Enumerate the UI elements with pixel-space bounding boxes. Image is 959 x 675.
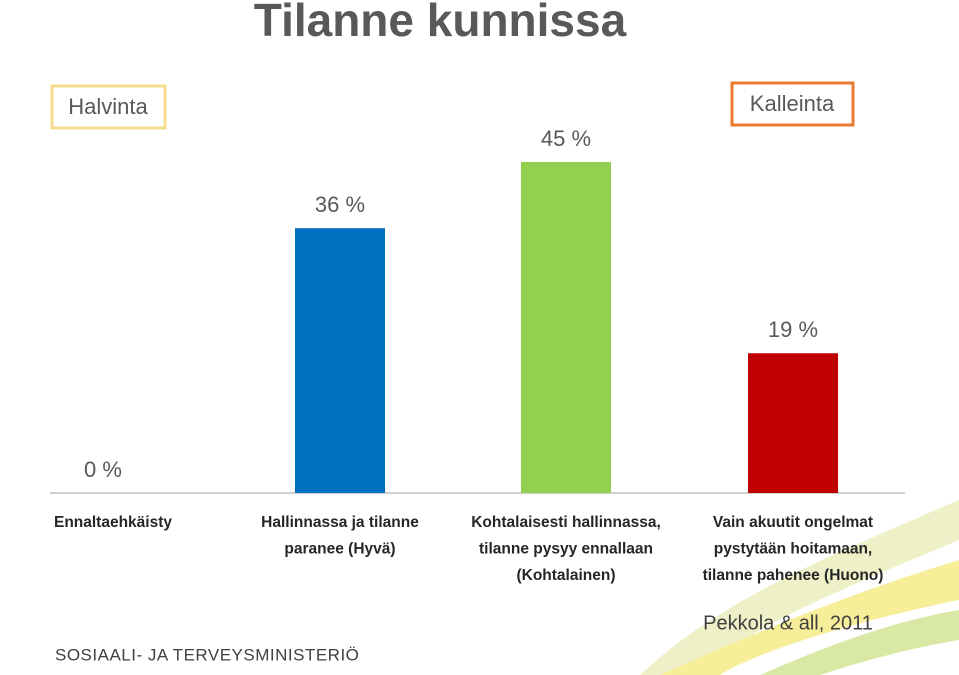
category-label: Vain akuutit ongelmat xyxy=(713,514,873,531)
bar xyxy=(521,162,611,493)
source: Pekkola & all, 2011 xyxy=(703,612,873,634)
category-label: (Kohtalainen) xyxy=(516,567,615,584)
annotation: Kalleinta xyxy=(750,91,835,116)
category-label: Kohtalaisesti hallinnassa, xyxy=(471,514,661,531)
category-label: Ennaltaehkäisty xyxy=(54,514,172,531)
category-label: tilanne pahenee (Huono) xyxy=(703,567,884,584)
bar xyxy=(748,353,838,493)
category-label: Hallinnassa ja tilanne xyxy=(261,514,419,531)
annotation-box xyxy=(50,84,167,130)
decoration xyxy=(640,500,959,675)
bar xyxy=(295,228,385,493)
footer: SOSIAALI- JA TERVEYSMINISTERIÖ xyxy=(55,645,359,664)
category-label: tilanne pysyy ennallaan xyxy=(479,541,653,558)
value-label: 0 % xyxy=(84,457,122,482)
category-label: pystytään hoitamaan, xyxy=(714,541,873,558)
category-label: paranee (Hyvä) xyxy=(284,541,395,558)
annotation: Halvinta xyxy=(68,94,148,119)
value-label: 19 % xyxy=(768,317,818,342)
value-label: 45 % xyxy=(541,126,591,151)
annotation-box xyxy=(730,81,855,127)
value-label: 36 % xyxy=(315,192,365,217)
chart-title: Tilanne kunnissa xyxy=(254,0,627,46)
